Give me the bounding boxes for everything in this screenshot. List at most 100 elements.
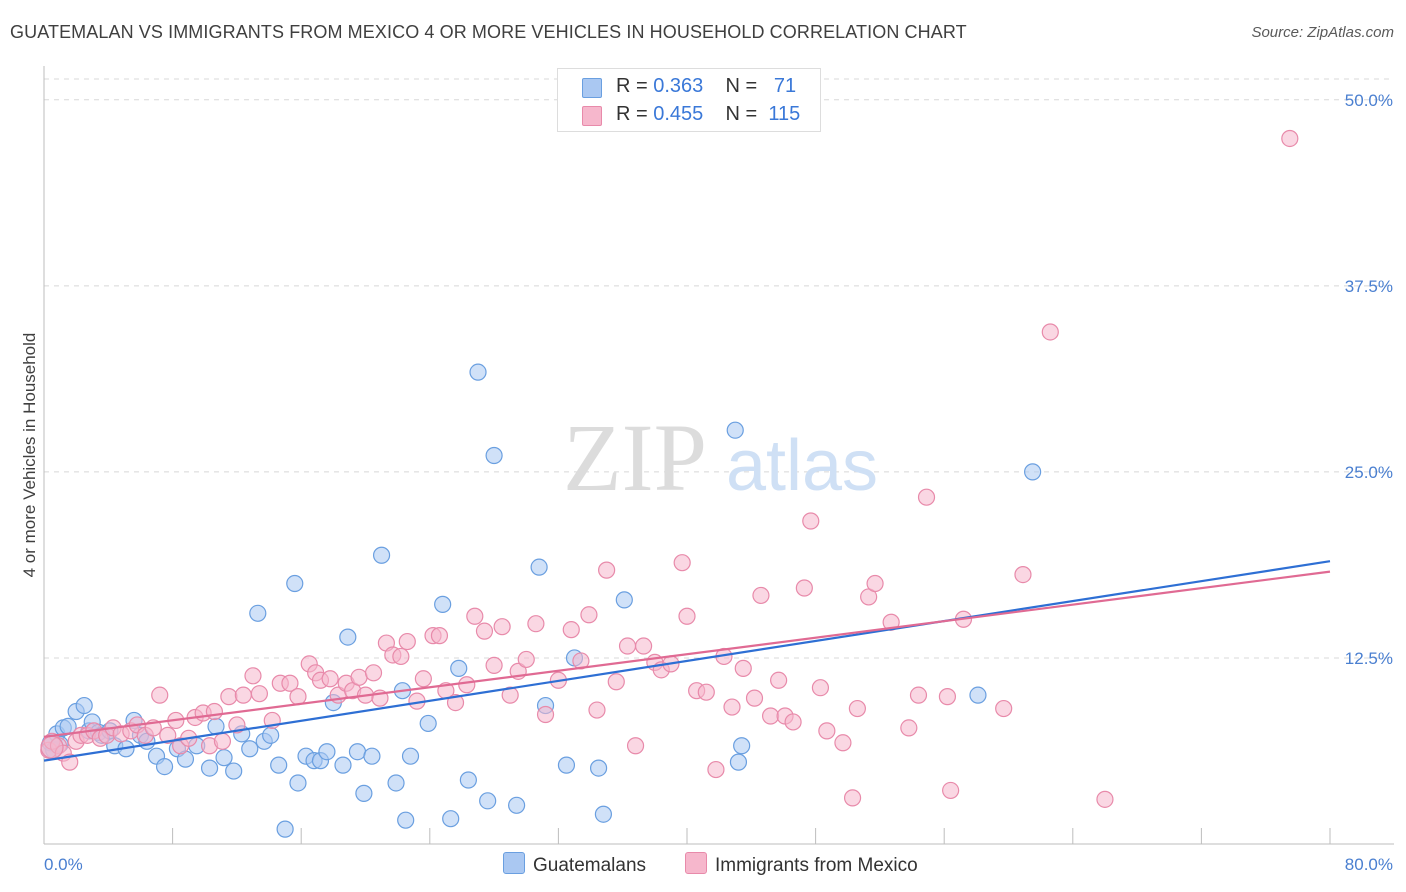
point-immigrants-from-mexico (834, 734, 852, 752)
point-guatemalans (589, 759, 608, 777)
point-immigrants-from-mexico (475, 622, 494, 640)
point-immigrants-from-mexico (752, 586, 770, 605)
point-guatemalans (215, 749, 233, 767)
legend-r-value: 0.363 (653, 75, 704, 97)
point-guatemalans (508, 796, 526, 814)
point-immigrants-from-mexico (321, 670, 339, 688)
point-immigrants-from-mexico (734, 659, 752, 677)
point-guatemalans (276, 820, 294, 838)
point-immigrants-from-mexico (900, 719, 918, 737)
legend-n-label: N = (725, 103, 758, 125)
point-immigrants-from-mexico (392, 647, 410, 666)
point-guatemalans (339, 628, 357, 646)
point-immigrants-from-mexico (350, 668, 368, 686)
x-tick-label: 80.0% (1345, 855, 1393, 874)
point-immigrants-from-mexico (493, 618, 511, 636)
point-immigrants-from-mexico (673, 554, 691, 572)
bottom-legend-immigrants: Immigrants from Mexico (685, 852, 918, 877)
y-tick-label: 12.5% (1345, 649, 1393, 668)
point-immigrants-from-mexico (678, 607, 696, 625)
point-immigrants-from-mexico (536, 705, 555, 724)
point-immigrants-from-mexico (398, 632, 416, 651)
watermark-zip: ZIP (563, 404, 707, 511)
gridlines (44, 78, 1394, 659)
point-guatemalans (262, 726, 280, 744)
legend-r-label: R = (616, 75, 648, 97)
point-immigrants-from-mexico (761, 707, 780, 725)
point-guatemalans (355, 784, 373, 802)
point-guatemalans (75, 696, 93, 715)
trend-line-guatemalans (43, 560, 1331, 762)
point-immigrants-from-mexico (938, 688, 957, 706)
point-immigrants-from-mexico (234, 686, 252, 704)
legend-r-label: R = (616, 103, 648, 125)
point-immigrants-from-mexico (607, 673, 625, 691)
point-immigrants-from-mexico (446, 693, 465, 712)
series-guatemalans (40, 363, 1042, 838)
bottom-legend-label: Immigrants from Mexico (715, 855, 918, 876)
point-immigrants-from-mexico (517, 650, 535, 669)
point-immigrants-from-mexico (205, 702, 223, 721)
point-guatemalans (557, 756, 576, 774)
point-immigrants-from-mexico (228, 716, 246, 734)
point-immigrants-from-mexico (1041, 323, 1059, 341)
y-tick-label: 37.5% (1345, 277, 1393, 296)
legend-n-label: N = (725, 75, 758, 97)
point-immigrants-from-mexico (430, 627, 449, 645)
point-immigrants-from-mexico (466, 607, 484, 625)
watermark: ZIP atlas (563, 404, 878, 511)
point-guatemalans (726, 421, 744, 439)
point-immigrants-from-mexico (562, 621, 580, 639)
point-immigrants-from-mexico (588, 701, 606, 719)
point-guatemalans (419, 714, 437, 733)
point-guatemalans (442, 810, 460, 828)
point-immigrants-from-mexico (485, 656, 503, 674)
series-immigrants-from-mexico (40, 129, 1299, 808)
point-guatemalans (615, 591, 633, 609)
point-immigrants-from-mexico (917, 488, 936, 506)
point-guatemalans (459, 771, 477, 789)
point-immigrants-from-mexico (770, 671, 788, 689)
point-immigrants-from-mexico (213, 732, 232, 750)
point-guatemalans (450, 659, 468, 677)
point-immigrants-from-mexico (40, 735, 64, 759)
point-immigrants-from-mexico (159, 726, 177, 744)
axes (43, 66, 1394, 845)
point-immigrants-from-mexico (244, 667, 262, 685)
point-guatemalans (318, 743, 336, 761)
point-guatemalans (729, 753, 748, 771)
point-guatemalans (530, 558, 548, 576)
point-guatemalans (387, 774, 405, 792)
point-guatemalans (334, 756, 352, 774)
point-immigrants-from-mexico (458, 676, 476, 694)
legend-n-value: 115 (768, 103, 801, 125)
point-immigrants-from-mexico (707, 760, 725, 779)
point-guatemalans (155, 757, 174, 776)
legend-n-value: 71 (773, 75, 797, 97)
point-guatemalans (434, 595, 452, 613)
legend-r-value: 0.455 (653, 103, 704, 125)
point-guatemalans (363, 747, 381, 765)
trend-line-immigrants-from-mexico (43, 570, 1331, 738)
legend-swatch-blue (582, 78, 602, 98)
point-immigrants-from-mexico (626, 737, 645, 755)
point-guatemalans (286, 574, 304, 593)
point-immigrants-from-mexico (220, 688, 238, 706)
tick-labels: 12.5% 25.0% 37.5% 50.0% 0.0% 80.0% (44, 91, 1393, 874)
watermark-atlas: atlas (726, 426, 878, 506)
point-guatemalans (397, 811, 415, 829)
point-immigrants-from-mexico (795, 579, 813, 597)
point-guatemalans (469, 363, 487, 381)
trend-lines (43, 560, 1331, 762)
point-guatemalans (249, 604, 267, 622)
point-immigrants-from-mexico (598, 561, 616, 579)
point-immigrants-from-mexico (1014, 565, 1032, 584)
point-guatemalans (733, 737, 751, 755)
point-immigrants-from-mexico (802, 512, 820, 530)
point-immigrants-from-mexico (784, 713, 802, 731)
point-immigrants-from-mexico (151, 686, 169, 704)
bottom-legend-guatemalans: Guatemalans (503, 852, 646, 877)
point-guatemalans (1024, 463, 1042, 481)
point-immigrants-from-mexico (811, 679, 830, 697)
